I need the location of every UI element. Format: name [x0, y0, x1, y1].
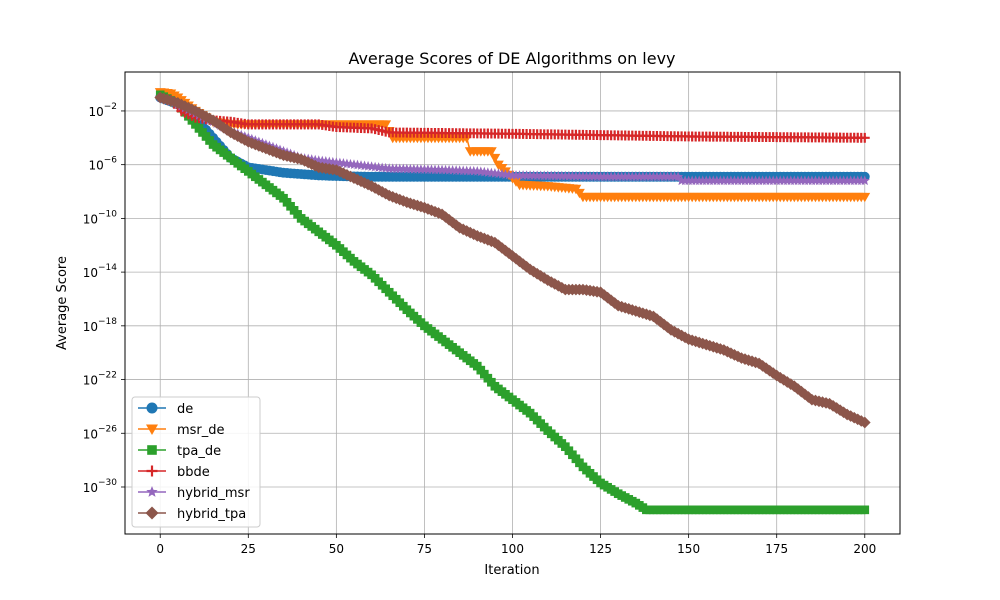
data-point: [489, 153, 501, 164]
data-point: [380, 120, 392, 130]
data-point: [450, 219, 462, 231]
legend-item-hybrid_tpa: hybrid_tpa: [138, 506, 246, 522]
plot-area: 0 25 50 75 100 125 150 175 200 10−210−610−1010−1…: [83, 71, 901, 556]
data-point: [499, 244, 512, 257]
y-tick-power: −30: [98, 478, 117, 488]
y-tick-label: 10−30: [83, 478, 118, 495]
series-hybrid_tpa: [154, 91, 871, 429]
data-point: [859, 132, 870, 143]
data-point: [510, 252, 522, 265]
data-point: [489, 236, 501, 249]
y-tick-power: −10: [98, 209, 117, 219]
y-tick-power: −14: [98, 263, 117, 273]
x-tick-label: 200: [853, 542, 876, 556]
y-tick-power: −2: [104, 102, 117, 112]
legend-item-hybrid_msr: hybrid_msr: [138, 486, 250, 501]
x-tick-label: 175: [765, 542, 788, 556]
x-axis-label: Iteration: [484, 563, 539, 578]
y-tick-base: 10: [83, 212, 98, 226]
legend-label: tpa_de: [177, 444, 221, 459]
y-tick-power: −18: [98, 317, 117, 327]
grid: [125, 72, 900, 534]
data-point: [658, 318, 670, 331]
data-point: [672, 171, 684, 182]
data-point: [598, 289, 610, 301]
y-tick-base: 10: [88, 159, 103, 173]
series-layer: [154, 88, 871, 515]
y-tick-power: −26: [98, 424, 117, 434]
x-tick-label: 100: [501, 542, 524, 556]
y-tick-base: 10: [83, 481, 98, 495]
legend-marker: [146, 486, 158, 497]
y-tick-power: −6: [104, 156, 118, 166]
y-tick-base: 10: [88, 105, 103, 119]
series-tpa_de: [155, 90, 870, 515]
legend-label: bbde: [177, 465, 210, 480]
y-tick-label: 10−10: [83, 209, 118, 226]
legend-label: msr_de: [177, 423, 225, 438]
x-ticks: 0 25 50 75 100 125 150 175 200: [156, 534, 876, 556]
data-point: [485, 147, 497, 157]
data-point: [753, 357, 765, 370]
legend-item-de: de: [138, 402, 193, 417]
data-point: [799, 388, 811, 401]
data-point: [858, 416, 871, 429]
data-point: [860, 505, 870, 515]
y-tick-power: −22: [98, 371, 117, 381]
legend-label: hybrid_msr: [177, 486, 250, 501]
data-point: [767, 367, 780, 379]
y-tick-label: 10−14: [83, 263, 118, 280]
y-tick-label: 10−6: [88, 156, 117, 173]
y-tick-label: 10−18: [83, 317, 118, 334]
legend-marker: [146, 465, 158, 477]
x-tick-label: 50: [329, 542, 344, 556]
series-hybrid_msr: [155, 92, 870, 186]
legend-label: hybrid_tpa: [177, 507, 246, 522]
data-point: [605, 294, 617, 307]
data-point: [760, 362, 772, 375]
y-tick-label: 10−2: [88, 102, 117, 119]
data-point: [661, 321, 674, 334]
data-point: [802, 391, 815, 403]
legend-item-msr_de: msr_de: [138, 423, 225, 438]
x-tick-label: 0: [156, 542, 164, 556]
y-tick-base: 10: [83, 374, 98, 388]
y-tick-base: 10: [83, 427, 98, 441]
data-point: [859, 192, 871, 203]
legend-marker: [146, 402, 158, 414]
y-tick-label: 10−26: [83, 424, 118, 441]
data-point: [492, 239, 505, 252]
x-tick-label: 75: [417, 542, 432, 556]
x-tick-label: 125: [589, 542, 612, 556]
legend-label: de: [177, 402, 193, 417]
legend-marker: [146, 424, 158, 435]
data-point: [436, 208, 448, 221]
data-point: [513, 255, 526, 268]
data-point: [520, 260, 533, 273]
chart-title: Average Scores of DE Algorithms on levy: [348, 49, 675, 68]
y-tick-base: 10: [83, 266, 98, 280]
legend-marker: [147, 445, 157, 455]
data-point: [601, 291, 614, 304]
y-tick-base: 10: [83, 320, 98, 334]
legend-item-bbde: bbde: [138, 465, 210, 480]
data-point: [654, 315, 667, 328]
x-tick-label: 25: [241, 542, 256, 556]
data-point: [443, 213, 455, 226]
data-point: [791, 383, 804, 395]
data-point: [506, 250, 519, 262]
data-point: [859, 175, 870, 186]
x-tick-label: 150: [677, 542, 700, 556]
data-point: [503, 247, 515, 260]
y-tick-label: 10−22: [83, 371, 117, 388]
data-point: [756, 360, 769, 372]
y-axis-label: Average Score: [55, 256, 70, 350]
legend-marker: [145, 506, 159, 520]
legend-item-tpa_de: tpa_de: [138, 444, 221, 459]
